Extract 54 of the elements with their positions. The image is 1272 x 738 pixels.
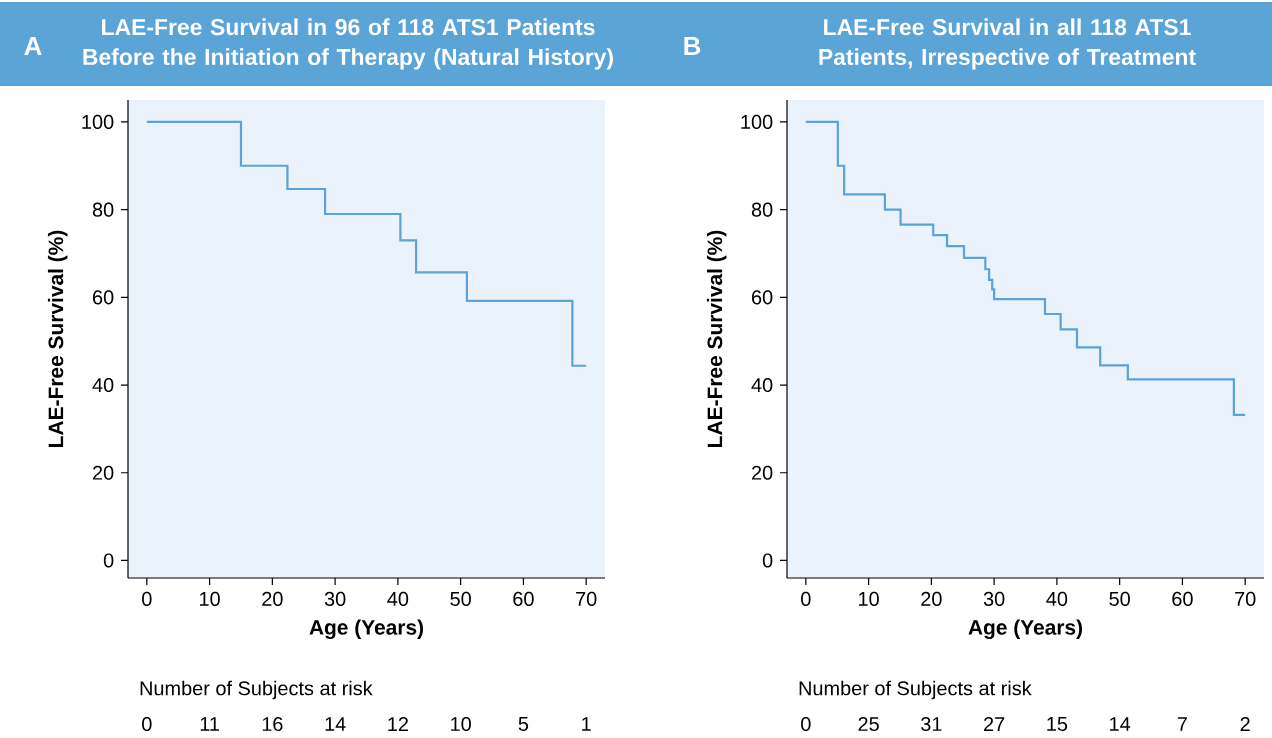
x-tick-label: 20: [262, 591, 283, 606]
x-tick-label: 70: [1235, 591, 1256, 606]
text: 25: [858, 716, 879, 732]
x-axis-title: Age (Years): [309, 619, 423, 640]
x-tick-label: 0: [142, 591, 152, 606]
y-tick-label: 80: [751, 202, 773, 217]
y-tick-label: 80: [92, 202, 114, 217]
text: 14: [1110, 717, 1131, 731]
text: 14: [325, 717, 346, 731]
chart-title: LAE-Free Survival in 96 of 118 ATS1 Patients Before the Initiation of Therapy (Natural History): [83, 18, 613, 70]
y-tick-label: 100: [741, 114, 773, 129]
y-axis-title: LAE-Free Survival (%): [706, 230, 727, 447]
text: 15: [1047, 717, 1068, 731]
text: Number of Subjects at risk: [799, 680, 1032, 700]
text: 27: [984, 717, 1005, 731]
y-axis-title: LAE-Free Survival (%): [47, 230, 68, 447]
text: Number of Subjects at risk: [140, 680, 373, 700]
x-tick-label: 30: [324, 591, 346, 606]
x-axis-title: Age (Years): [968, 619, 1083, 640]
y-tick-label: 20: [752, 465, 773, 480]
x-tick-label: 50: [1109, 591, 1130, 606]
x-tick-label: 40: [1046, 591, 1068, 606]
x-tick-label: 60: [513, 591, 534, 606]
y-tick-label: 40: [92, 378, 114, 393]
text: A: [24, 37, 42, 55]
x-tick-label: 30: [983, 591, 1005, 606]
x-tick-label: 50: [450, 591, 471, 606]
x-tick-label: 20: [921, 591, 942, 606]
y-tick-label: 40: [751, 378, 773, 393]
text: 0: [142, 716, 152, 732]
y-tick-label: 0: [103, 553, 114, 568]
y-tick-label: 100: [82, 114, 114, 129]
x-tick-label: 10: [200, 591, 220, 606]
y-tick-label: 60: [93, 290, 114, 305]
x-tick-label: 70: [576, 591, 597, 606]
text: 2: [1240, 717, 1250, 731]
text: 16: [262, 716, 283, 732]
text: 12: [388, 717, 408, 731]
x-tick-label: 40: [387, 591, 409, 606]
y-tick-label: 20: [93, 465, 114, 480]
x-tick-label: 0: [801, 591, 811, 606]
text: 11: [200, 717, 219, 731]
text: 31: [921, 716, 942, 732]
x-tick-label: 60: [1172, 591, 1193, 606]
y-tick-label: 60: [752, 290, 773, 305]
text: 10: [451, 716, 471, 732]
text: B: [684, 37, 701, 55]
x-tick-label: 10: [859, 591, 879, 606]
y-tick-label: 0: [762, 553, 773, 568]
text: 7: [1177, 717, 1187, 731]
text: 5: [518, 717, 529, 731]
text: 1: [582, 717, 591, 731]
chart-title: LAE-Free Survival in all 118 ATS1 Patients, Irrespective of Treatment: [819, 18, 1196, 70]
text: 0: [801, 716, 811, 732]
